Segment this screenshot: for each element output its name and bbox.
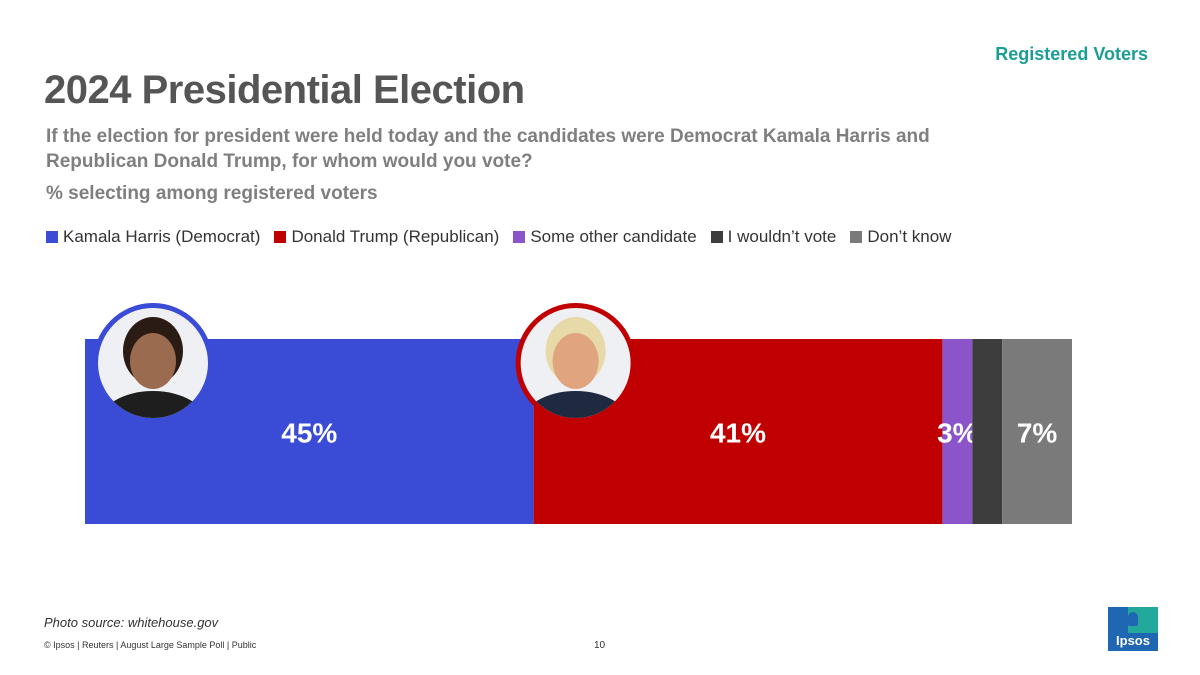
legend-swatch-dont-know — [850, 231, 863, 243]
legend-item-wouldnt-vote: I wouldn’t vote — [710, 227, 837, 247]
legend-label-dont-know: Don’t know — [867, 227, 952, 246]
legend-swatch-harris — [46, 231, 58, 243]
data-label-harris: 45% — [281, 418, 337, 449]
logo-mark-icon — [1128, 612, 1138, 626]
data-label-trump: 41% — [710, 418, 766, 449]
legend-label-wouldnt-vote: I wouldn’t vote — [727, 227, 837, 246]
legend-swatch-wouldnt-vote — [710, 231, 723, 243]
legend-item-harris: Kamala Harris (Democrat) — [46, 227, 260, 247]
data-label-other: 3% — [937, 418, 978, 449]
logo-text: Ipsos — [1116, 633, 1150, 648]
copyright-notice: © Ipsos | Reuters | August Large Sample … — [44, 640, 257, 650]
legend-swatch-other — [513, 231, 526, 243]
chart-basis: % selecting among registered voters — [46, 183, 378, 204]
data-label-dont-know: 7% — [1017, 418, 1058, 449]
bar-segment-other — [942, 339, 973, 524]
survey-question: If the election for president were held … — [46, 126, 930, 172]
chart-legend: Kamala Harris (Democrat) Donald Trump (R… — [46, 227, 965, 247]
legend-label-trump: Donald Trump (Republican) — [291, 227, 500, 246]
legend-label-harris: Kamala Harris (Democrat) — [63, 227, 261, 246]
bar-segment-dont-know — [1002, 339, 1072, 524]
donald-trump-portrait — [515, 303, 636, 423]
page-title: 2024 Presidential Election — [44, 68, 525, 112]
legend-label-other: Some other candidate — [530, 227, 697, 246]
page-number: 10 — [594, 640, 606, 651]
photo-source: Photo source: whitehouse.gov — [44, 615, 219, 630]
legend-item-dont-know: Don’t know — [850, 227, 951, 247]
legend-item-trump: Donald Trump (Republican) — [274, 227, 499, 247]
kamala-harris-portrait — [93, 303, 213, 423]
legend-swatch-trump — [274, 231, 287, 243]
audience-tag: Registered Voters — [995, 44, 1148, 64]
ipsos-logo: Ipsos — [1108, 607, 1158, 651]
legend-item-other: Some other candidate — [513, 227, 697, 247]
bar-segment-wouldnt-vote — [972, 339, 1003, 524]
